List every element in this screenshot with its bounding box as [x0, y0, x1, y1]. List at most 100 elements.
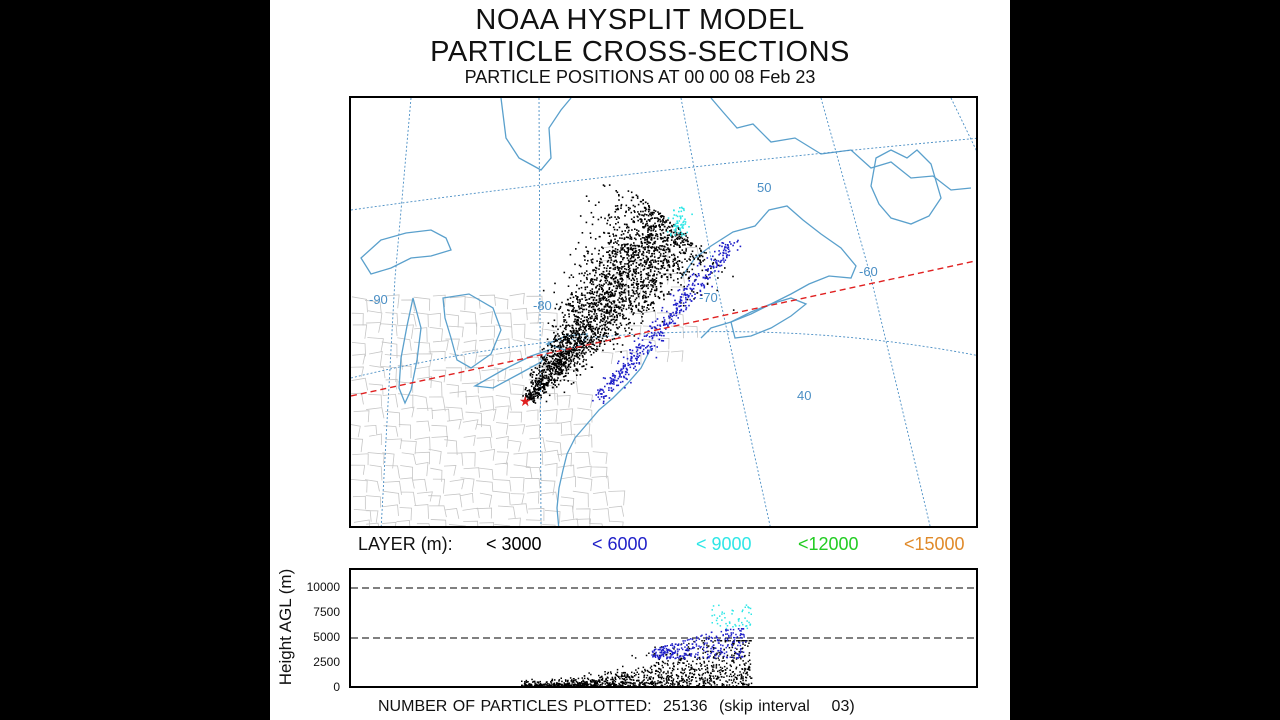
xs-particle-low [577, 685, 580, 686]
particle-low [582, 325, 584, 327]
particle-low [585, 308, 588, 311]
xs-particle-low [564, 684, 566, 686]
xs-particle-mid [664, 652, 666, 655]
xs-particle-low [549, 687, 551, 688]
particle-low [572, 351, 575, 354]
particle-low [554, 362, 556, 365]
xs-particle-low [580, 682, 582, 684]
xs-particle-mid [676, 652, 679, 654]
particle-low [666, 244, 669, 246]
xs-particle-low [706, 666, 709, 669]
particle-low [610, 306, 613, 309]
particle-low [643, 268, 646, 270]
particle-low [551, 372, 553, 375]
particle-mid [707, 278, 709, 280]
particle-low [579, 324, 581, 326]
particle-low [619, 293, 621, 295]
particle-low [594, 332, 596, 334]
xs-particle-mid [677, 644, 680, 646]
xs-particle-low [666, 662, 669, 665]
particle-low [633, 292, 636, 295]
particle-low [641, 284, 643, 286]
xs-particle-mid [671, 643, 673, 645]
particle-low [680, 302, 682, 304]
particle-low [642, 202, 645, 205]
xs-particle-low [540, 687, 542, 688]
particle-mid [634, 357, 637, 360]
particle-low [555, 363, 558, 365]
particle-low [583, 328, 586, 330]
xs-particle-low [574, 685, 577, 686]
xs-particle-mid [673, 645, 676, 648]
xs-particle-upper [748, 607, 750, 609]
particle-low [657, 219, 660, 221]
particle-low [564, 361, 567, 364]
particle-low [714, 258, 716, 261]
particle-mid [676, 308, 678, 310]
xs-particle-low [726, 684, 728, 686]
xs-particle-low [688, 654, 691, 656]
particle-low [569, 362, 572, 365]
particle-low [621, 248, 623, 251]
particle-low [650, 227, 653, 230]
particle-mid [722, 254, 724, 257]
particle-mid [668, 322, 671, 325]
particle-low [645, 214, 648, 216]
xs-particle-low [601, 686, 603, 688]
particle-low [545, 381, 548, 384]
xs-particle-low [616, 687, 618, 688]
xs-particle-low [667, 670, 669, 673]
xs-particle-low [573, 679, 575, 682]
particle-low [705, 252, 707, 254]
particle-mid [680, 296, 683, 298]
particle-low [655, 247, 657, 250]
xs-particle-low [618, 687, 620, 689]
xs-particle-mid [705, 633, 707, 636]
particle-low [586, 298, 588, 301]
particle-low [572, 360, 575, 362]
particle-low [648, 249, 650, 252]
particle-low [531, 391, 534, 393]
xs-particle-low [555, 687, 557, 688]
particle-low [606, 312, 608, 314]
particle-mid [679, 310, 681, 312]
xs-particle-low [531, 686, 533, 688]
particle-low [593, 318, 596, 320]
particle-low [557, 365, 559, 367]
particle-low [620, 261, 623, 263]
particle-low [612, 300, 615, 302]
particle-low [647, 208, 650, 211]
particle-low [623, 271, 626, 273]
particle-low [550, 367, 552, 370]
xs-particle-upper [711, 614, 713, 617]
particle-low [582, 320, 584, 323]
particle-low [617, 221, 619, 224]
particle-low [561, 355, 564, 358]
xs-particle-low [659, 682, 662, 684]
particle-low [604, 280, 607, 282]
xs-particle-mid [738, 655, 740, 657]
particle-low [583, 341, 585, 344]
particle-low [564, 362, 566, 365]
particle-low [637, 308, 640, 311]
xs-particle-low [622, 681, 625, 683]
xs-particle-mid [684, 649, 687, 651]
particle-low [598, 295, 601, 297]
particle-low [541, 357, 544, 360]
particle-low [543, 358, 545, 360]
particle-low [565, 326, 567, 329]
particle-mid [653, 326, 656, 328]
particle-low [633, 279, 636, 281]
particle-low [621, 230, 623, 233]
xs-particle-mid [717, 639, 719, 641]
xs-particle-low [670, 672, 673, 674]
particle-low [686, 236, 689, 239]
particle-low [607, 214, 610, 217]
particle-low [652, 286, 654, 288]
particle-low [536, 367, 539, 370]
particle-low [530, 395, 532, 398]
particle-low [555, 365, 557, 367]
particle-low [531, 376, 534, 378]
particle-low [682, 304, 685, 307]
particle-low [601, 293, 603, 296]
